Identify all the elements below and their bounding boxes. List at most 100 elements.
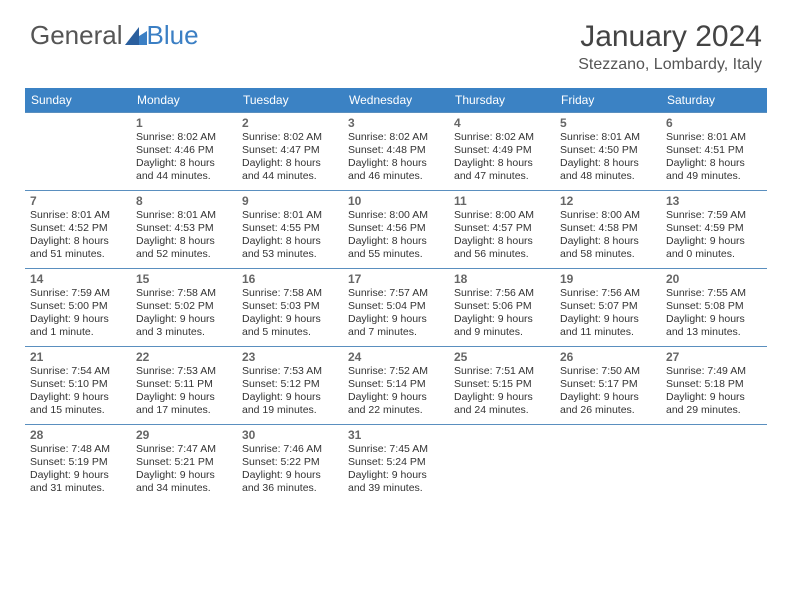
sunrise-line: Sunrise: 7:58 AM bbox=[242, 287, 338, 300]
day-cell: 9Sunrise: 8:01 AMSunset: 4:55 PMDaylight… bbox=[237, 191, 343, 269]
day-number: 20 bbox=[666, 272, 762, 286]
sunset-line: Sunset: 5:04 PM bbox=[348, 300, 444, 313]
daylight-line: Daylight: 9 hours and 5 minutes. bbox=[242, 313, 338, 339]
day-cell: 29Sunrise: 7:47 AMSunset: 5:21 PMDayligh… bbox=[131, 425, 237, 503]
sunrise-line: Sunrise: 7:58 AM bbox=[136, 287, 232, 300]
sunrise-line: Sunrise: 8:02 AM bbox=[348, 131, 444, 144]
day-cell: 22Sunrise: 7:53 AMSunset: 5:11 PMDayligh… bbox=[131, 347, 237, 425]
daylight-line: Daylight: 8 hours and 48 minutes. bbox=[560, 157, 656, 183]
sunrise-line: Sunrise: 8:01 AM bbox=[666, 131, 762, 144]
sunset-line: Sunset: 5:17 PM bbox=[560, 378, 656, 391]
week-row: 1Sunrise: 8:02 AMSunset: 4:46 PMDaylight… bbox=[25, 113, 767, 191]
sunrise-line: Sunrise: 8:02 AM bbox=[454, 131, 550, 144]
location: Stezzano, Lombardy, Italy bbox=[578, 56, 762, 74]
day-number: 4 bbox=[454, 116, 550, 130]
day-cell: 6Sunrise: 8:01 AMSunset: 4:51 PMDaylight… bbox=[661, 113, 767, 191]
day-number: 18 bbox=[454, 272, 550, 286]
day-cell: 7Sunrise: 8:01 AMSunset: 4:52 PMDaylight… bbox=[25, 191, 131, 269]
sunset-line: Sunset: 5:21 PM bbox=[136, 456, 232, 469]
day-cell: 28Sunrise: 7:48 AMSunset: 5:19 PMDayligh… bbox=[25, 425, 131, 503]
sunrise-line: Sunrise: 8:00 AM bbox=[454, 209, 550, 222]
day-cell: 27Sunrise: 7:49 AMSunset: 5:18 PMDayligh… bbox=[661, 347, 767, 425]
sunset-line: Sunset: 5:15 PM bbox=[454, 378, 550, 391]
day-cell: 20Sunrise: 7:55 AMSunset: 5:08 PMDayligh… bbox=[661, 269, 767, 347]
empty-cell bbox=[25, 113, 131, 191]
sunrise-line: Sunrise: 8:01 AM bbox=[136, 209, 232, 222]
day-number: 31 bbox=[348, 428, 444, 442]
daylight-line: Daylight: 9 hours and 24 minutes. bbox=[454, 391, 550, 417]
day-header: Tuesday bbox=[237, 88, 343, 113]
day-cell: 5Sunrise: 8:01 AMSunset: 4:50 PMDaylight… bbox=[555, 113, 661, 191]
daylight-line: Daylight: 9 hours and 39 minutes. bbox=[348, 469, 444, 495]
sunrise-line: Sunrise: 7:56 AM bbox=[560, 287, 656, 300]
sunrise-line: Sunrise: 8:01 AM bbox=[30, 209, 126, 222]
sunset-line: Sunset: 5:18 PM bbox=[666, 378, 762, 391]
sunset-line: Sunset: 5:19 PM bbox=[30, 456, 126, 469]
day-number: 26 bbox=[560, 350, 656, 364]
day-number: 29 bbox=[136, 428, 232, 442]
sunset-line: Sunset: 5:11 PM bbox=[136, 378, 232, 391]
daylight-line: Daylight: 8 hours and 44 minutes. bbox=[242, 157, 338, 183]
day-number: 14 bbox=[30, 272, 126, 286]
sunrise-line: Sunrise: 8:00 AM bbox=[348, 209, 444, 222]
day-cell: 30Sunrise: 7:46 AMSunset: 5:22 PMDayligh… bbox=[237, 425, 343, 503]
daylight-line: Daylight: 9 hours and 9 minutes. bbox=[454, 313, 550, 339]
sunrise-line: Sunrise: 7:53 AM bbox=[242, 365, 338, 378]
day-header: Thursday bbox=[449, 88, 555, 113]
calendar-table: SundayMondayTuesdayWednesdayThursdayFrid… bbox=[25, 88, 767, 503]
day-cell: 13Sunrise: 7:59 AMSunset: 4:59 PMDayligh… bbox=[661, 191, 767, 269]
sunrise-line: Sunrise: 7:52 AM bbox=[348, 365, 444, 378]
day-number: 27 bbox=[666, 350, 762, 364]
sunset-line: Sunset: 4:56 PM bbox=[348, 222, 444, 235]
day-number: 28 bbox=[30, 428, 126, 442]
sunset-line: Sunset: 4:46 PM bbox=[136, 144, 232, 157]
day-header: Friday bbox=[555, 88, 661, 113]
sunrise-line: Sunrise: 7:54 AM bbox=[30, 365, 126, 378]
sunset-line: Sunset: 4:50 PM bbox=[560, 144, 656, 157]
day-number: 13 bbox=[666, 194, 762, 208]
sunrise-line: Sunrise: 8:02 AM bbox=[242, 131, 338, 144]
daylight-line: Daylight: 9 hours and 3 minutes. bbox=[136, 313, 232, 339]
daylight-line: Daylight: 9 hours and 29 minutes. bbox=[666, 391, 762, 417]
sunset-line: Sunset: 5:12 PM bbox=[242, 378, 338, 391]
day-header-row: SundayMondayTuesdayWednesdayThursdayFrid… bbox=[25, 88, 767, 113]
day-number: 23 bbox=[242, 350, 338, 364]
logo-text-a: General bbox=[30, 20, 123, 51]
sunset-line: Sunset: 4:53 PM bbox=[136, 222, 232, 235]
daylight-line: Daylight: 8 hours and 56 minutes. bbox=[454, 235, 550, 261]
daylight-line: Daylight: 9 hours and 36 minutes. bbox=[242, 469, 338, 495]
month-title: January 2024 bbox=[578, 20, 762, 54]
sunrise-line: Sunrise: 7:45 AM bbox=[348, 443, 444, 456]
sunrise-line: Sunrise: 7:59 AM bbox=[666, 209, 762, 222]
header: General Blue January 2024 Stezzano, Lomb… bbox=[0, 0, 792, 82]
sunset-line: Sunset: 5:14 PM bbox=[348, 378, 444, 391]
day-header: Monday bbox=[131, 88, 237, 113]
day-number: 17 bbox=[348, 272, 444, 286]
sunset-line: Sunset: 4:47 PM bbox=[242, 144, 338, 157]
week-row: 21Sunrise: 7:54 AMSunset: 5:10 PMDayligh… bbox=[25, 347, 767, 425]
day-number: 3 bbox=[348, 116, 444, 130]
day-number: 12 bbox=[560, 194, 656, 208]
sunrise-line: Sunrise: 7:53 AM bbox=[136, 365, 232, 378]
sunset-line: Sunset: 4:57 PM bbox=[454, 222, 550, 235]
day-number: 9 bbox=[242, 194, 338, 208]
day-cell: 10Sunrise: 8:00 AMSunset: 4:56 PMDayligh… bbox=[343, 191, 449, 269]
sunset-line: Sunset: 4:52 PM bbox=[30, 222, 126, 235]
empty-cell bbox=[555, 425, 661, 503]
day-cell: 19Sunrise: 7:56 AMSunset: 5:07 PMDayligh… bbox=[555, 269, 661, 347]
sunrise-line: Sunrise: 7:50 AM bbox=[560, 365, 656, 378]
day-number: 24 bbox=[348, 350, 444, 364]
day-cell: 3Sunrise: 8:02 AMSunset: 4:48 PMDaylight… bbox=[343, 113, 449, 191]
empty-cell bbox=[661, 425, 767, 503]
day-header: Sunday bbox=[25, 88, 131, 113]
daylight-line: Daylight: 9 hours and 11 minutes. bbox=[560, 313, 656, 339]
day-number: 22 bbox=[136, 350, 232, 364]
daylight-line: Daylight: 9 hours and 17 minutes. bbox=[136, 391, 232, 417]
day-number: 7 bbox=[30, 194, 126, 208]
sunrise-line: Sunrise: 7:49 AM bbox=[666, 365, 762, 378]
day-number: 30 bbox=[242, 428, 338, 442]
sunrise-line: Sunrise: 7:48 AM bbox=[30, 443, 126, 456]
day-cell: 16Sunrise: 7:58 AMSunset: 5:03 PMDayligh… bbox=[237, 269, 343, 347]
day-cell: 26Sunrise: 7:50 AMSunset: 5:17 PMDayligh… bbox=[555, 347, 661, 425]
daylight-line: Daylight: 8 hours and 52 minutes. bbox=[136, 235, 232, 261]
